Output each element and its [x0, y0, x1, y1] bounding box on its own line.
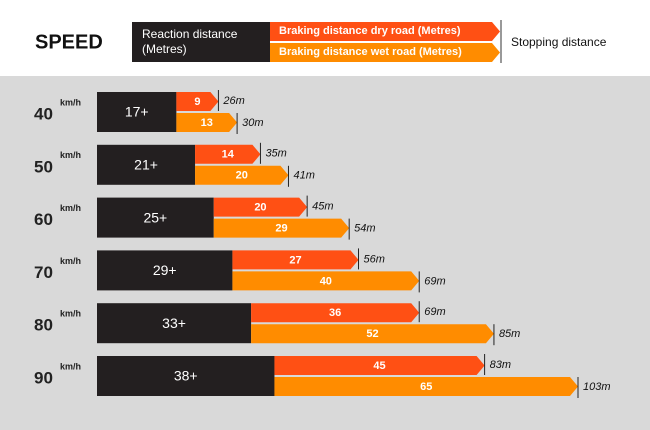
- speed-label: 60: [34, 210, 53, 229]
- reaction-label: 38+: [174, 368, 198, 384]
- reaction-bar: [97, 356, 275, 396]
- dry-label: 9: [194, 96, 200, 108]
- dry-label: 14: [222, 149, 235, 161]
- dry-label: 36: [329, 307, 341, 319]
- dry-label: 27: [289, 254, 301, 266]
- dry-label: 45: [373, 360, 385, 372]
- legend-stopping: Stopping distance: [511, 35, 607, 49]
- reaction-label: 25+: [143, 209, 167, 225]
- stop-dry-label: 35m: [265, 148, 286, 160]
- stop-dry-label: 83m: [490, 359, 511, 371]
- wet-bar: [251, 324, 494, 344]
- speed-label: 50: [34, 157, 53, 176]
- speed-label: 80: [34, 316, 53, 335]
- stop-dry-label: 26m: [222, 95, 244, 107]
- reaction-bar: [97, 144, 196, 185]
- dry-bar: [232, 250, 359, 270]
- reaction-label: 17+: [125, 104, 149, 120]
- stop-wet-label: 69m: [424, 275, 445, 287]
- speed-unit: km/h: [60, 150, 81, 160]
- speed-unit: km/h: [60, 309, 81, 319]
- stop-dry-label: 45m: [312, 201, 333, 213]
- speed-label: 90: [34, 368, 53, 387]
- legend-reaction: Reaction distance (Metres): [132, 22, 270, 62]
- dry-bar: [176, 92, 219, 111]
- speed-unit: km/h: [60, 256, 81, 266]
- dry-bar: [195, 144, 261, 164]
- speed-unit: km/h: [60, 97, 81, 107]
- reaction-label: 21+: [134, 157, 158, 173]
- legend-dry: Braking distance dry road (Metres): [270, 22, 500, 41]
- dry-bar: [274, 356, 485, 375]
- wet-bar: [195, 165, 289, 185]
- wet-label: 52: [366, 328, 378, 340]
- reaction-bar: [97, 197, 214, 238]
- wet-label: 29: [275, 223, 287, 235]
- stop-wet-label: 85m: [499, 328, 520, 340]
- wet-bar: [274, 377, 578, 396]
- speed-label: 70: [34, 263, 53, 282]
- reaction-label: 33+: [162, 315, 186, 331]
- legend-wet: Braking distance wet road (Metres): [270, 43, 500, 62]
- chart-title: SPEED: [35, 31, 103, 53]
- dry-label: 20: [254, 202, 266, 214]
- speed-unit: km/h: [60, 203, 81, 213]
- reaction-bar: [97, 92, 177, 132]
- stop-wet-label: 103m: [583, 381, 611, 393]
- wet-bar: [232, 271, 420, 291]
- stop-dry-label: 56m: [364, 253, 385, 265]
- stop-dry-label: 69m: [424, 306, 445, 318]
- dry-bar: [213, 197, 308, 217]
- wet-label: 65: [420, 381, 432, 393]
- wet-bar: [176, 113, 238, 132]
- wet-label: 13: [201, 117, 213, 129]
- wet-label: 20: [236, 170, 248, 182]
- speed-unit: km/h: [60, 361, 81, 371]
- speed-label: 40: [34, 104, 53, 123]
- stop-wet-label: 30m: [242, 117, 263, 129]
- stop-wet-label: 54m: [354, 223, 375, 235]
- reaction-bar: [97, 250, 233, 291]
- wet-bar: [213, 218, 350, 238]
- reaction-bar: [97, 303, 252, 344]
- wet-label: 40: [320, 275, 332, 287]
- stop-wet-label: 41m: [293, 170, 314, 182]
- dry-bar: [251, 303, 420, 323]
- reaction-label: 29+: [153, 262, 177, 278]
